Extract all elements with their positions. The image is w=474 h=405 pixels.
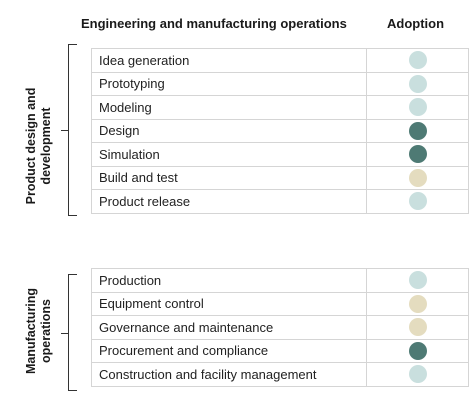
table-row: Simulation	[91, 142, 469, 167]
table-row: Procurement and compliance	[91, 338, 469, 363]
table-row: Prototyping	[91, 71, 469, 96]
adoption-dot	[408, 318, 427, 337]
section-bracket-manufacturing-operations	[61, 274, 77, 391]
table-row: Idea generation	[91, 48, 469, 73]
manufacturing-operations-table: Production Equipment control Governance …	[91, 268, 469, 387]
table-row: Product release	[91, 189, 469, 214]
operation-name: Prototyping	[91, 71, 367, 96]
section-label-line: Product design and	[24, 87, 38, 205]
adoption-dot	[408, 51, 427, 70]
operation-name: Product release	[91, 189, 367, 214]
adoption-dot	[408, 168, 427, 187]
section-bracket-product-design	[61, 44, 77, 216]
table-row: Equipment control	[91, 291, 469, 316]
adoption-dot	[408, 121, 427, 140]
operation-name: Procurement and compliance	[91, 338, 367, 363]
operations-column-header: Engineering and manufacturing operations	[81, 16, 347, 31]
section-label-line: Manufacturing	[24, 287, 38, 375]
operation-name: Construction and facility management	[91, 362, 367, 387]
adoption-dot	[408, 341, 427, 360]
operation-name: Modeling	[91, 95, 367, 120]
adoption-dot	[408, 74, 427, 93]
operation-name: Equipment control	[91, 291, 367, 316]
section-label-line: development	[39, 107, 53, 185]
operation-name: Idea generation	[91, 48, 367, 73]
operation-name: Design	[91, 118, 367, 143]
table-row: Governance and maintenance	[91, 315, 469, 340]
adoption-dot	[408, 145, 427, 164]
table-row: Construction and facility management	[91, 362, 469, 387]
table-row: Build and test	[91, 165, 469, 190]
adoption-column-header: Adoption	[387, 16, 445, 31]
adoption-dot	[408, 365, 427, 384]
operation-name: Simulation	[91, 142, 367, 167]
table-row: Design	[91, 118, 469, 143]
section-label-line: operations	[39, 299, 53, 363]
operation-name: Build and test	[91, 165, 367, 190]
adoption-dot	[408, 192, 427, 211]
adoption-dot	[408, 271, 427, 290]
adoption-dot	[408, 294, 427, 313]
table-row: Modeling	[91, 95, 469, 120]
adoption-dot	[408, 98, 427, 117]
operation-name: Governance and maintenance	[91, 315, 367, 340]
operation-name: Production	[91, 268, 367, 293]
product-design-table: Idea generation Prototyping Modeling Des…	[91, 48, 469, 214]
table-row: Production	[91, 268, 469, 293]
